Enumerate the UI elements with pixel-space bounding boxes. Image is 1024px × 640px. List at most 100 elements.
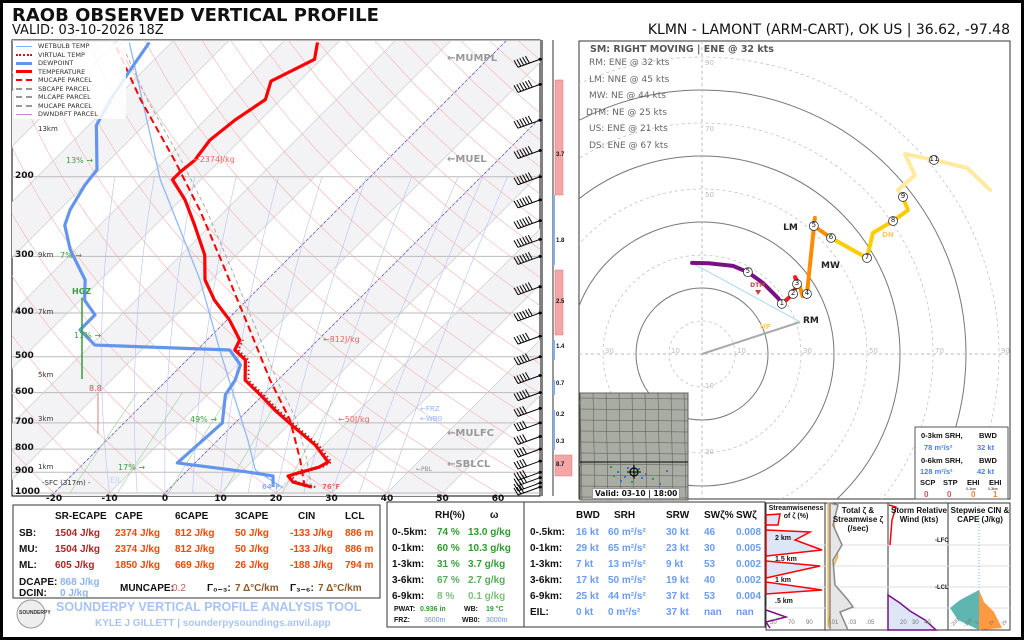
cin-profile [950,590,979,630]
km-marker [929,155,939,165]
moist-adiabat [101,176,116,494]
frz-label: FRZ: [394,617,410,624]
wind-barb-flag [527,251,533,260]
moist-adiabat [331,176,459,494]
station-info: KLMN - LAMONT (ARM-CART), OK US | 36.62,… [647,22,1010,38]
mixing-ratio-line [69,392,138,494]
wind-barb-flag [527,195,533,203]
x-tick: 30 [325,494,338,504]
lapse-rate-36-label: Γ₃₋₆: [290,583,314,594]
wind-barb-flag [519,219,525,227]
wind-barb-flag [516,58,522,67]
kinematic-header: SWζ% [704,510,734,521]
wind-barb-flag [522,117,528,126]
wind-barb-flag [522,434,528,442]
lapse-rate-03-value: 7 Δ°C/km [235,583,279,594]
wind-barb-flag [519,470,525,479]
wind-barb-dot [538,82,542,86]
legend-item: TEMPERATURE [14,68,126,77]
dry-adiabat [230,40,540,335]
ring-label: 10 [737,347,746,355]
moisture-table-box [386,501,525,628]
motion-label: DN [882,230,894,239]
wind-barb-dot [538,434,542,438]
moisture-row-label: 3-6km: [392,575,425,586]
county-line [631,392,635,501]
km-marker [792,279,802,289]
bwd-label: BWD [979,456,997,465]
wind-barb-flag [525,253,530,261]
wind-barb-dot [538,391,542,395]
wind-barb-flag [516,176,522,184]
wind-barb-flag [519,407,525,415]
wind-barb-flag [519,83,525,91]
skewt-legend: WETBULB TEMP VIRTUAL TEMP DEWPOINT TEMPERAT… [14,42,126,119]
wind-barb-flag [522,284,528,292]
wind-barb-flag [522,236,528,245]
panel2-title: Total ζ & Streamwise ζ (/sec) [832,506,884,533]
km-marker-label: 7 [864,252,870,261]
isotherm [12,40,341,369]
wind-barb-dot [538,254,542,258]
hodograph-plot [579,41,1010,499]
kinematic-value: nan [704,607,722,618]
thermo-header: 6CAPE [175,511,209,522]
x-tick: 50 [436,494,449,504]
kinematic-value: 16 kt [576,527,599,538]
panel1-tick: 70 [788,620,795,626]
lapse-rate-36-value: 7 Δ°C/km [318,583,362,594]
wind-barb [517,482,541,492]
storm-motion-line: MW: NE @ 44 kts [589,91,666,101]
wind-barb-flag [516,239,522,247]
km-marker [898,192,908,202]
muncape-label: MUNCAPE: [120,583,174,594]
wind-barb-flag [513,478,519,486]
radar-echo [652,478,654,480]
km-marker-label: 5 [745,267,751,276]
thermo-value: 605 J/kg [55,560,95,571]
radar-echo [645,473,647,475]
bwd6-value: 42 kt [977,467,995,476]
height-label: 1km [38,462,54,471]
wind-barb-flag [519,391,525,399]
index-sublabel: 0-3km [988,487,998,491]
dry-adiabat [316,40,540,250]
wind-barb-flag [516,448,522,457]
wind-barb-dot [538,355,542,359]
kinematic-value: 65 m²/s² [608,543,646,554]
wind-barb-flag [519,57,525,66]
y-tick: 200 [15,170,34,181]
index-label: STP [943,478,958,487]
thermo-row-label: ML: [19,560,37,571]
wind-barb-flag [519,447,525,456]
wind-barb-flag [513,461,519,470]
rh-value: 31 % [437,559,460,570]
mixing-ratio-value: 10.3 g/kg [468,543,511,554]
legend-label: VIRTUAL TEMP [38,50,85,59]
wind-barb-flag [519,198,525,207]
wind-barb-flag [519,311,525,320]
footer-subtitle: KYLE J GILLETT | sounderpysoundings.anvi… [95,618,331,629]
thermo-value: 1504 J/kg [55,544,101,555]
panel3-tick: 40 [924,620,931,626]
pwat-label: PWAT: [394,606,416,613]
wind-barb-flag [516,286,522,294]
wb0-label: WB0: [462,617,480,624]
moist-adiabat [303,176,413,494]
dry-adiabat [12,70,393,496]
kinematic-value: 29 kt [576,543,599,554]
kinematic-value: 53 [704,591,716,602]
kinematic-row-label: 6-9km: [530,591,563,602]
ring-label: 50 [869,347,878,355]
wind-barb [517,436,541,445]
thermo-value: 1504 J/kg [55,528,101,539]
thermo-row-label: MU: [19,544,38,555]
radar-echo [610,466,612,468]
legend-item: MLCAPE PARCEL [14,93,126,102]
wind-barb-dot [538,481,542,485]
side-bar [554,79,564,196]
freezing-isotherm [161,117,540,496]
wind-barb [517,486,541,496]
ring-label: 70 [935,347,944,355]
kinematic-header: SRW [666,510,690,521]
